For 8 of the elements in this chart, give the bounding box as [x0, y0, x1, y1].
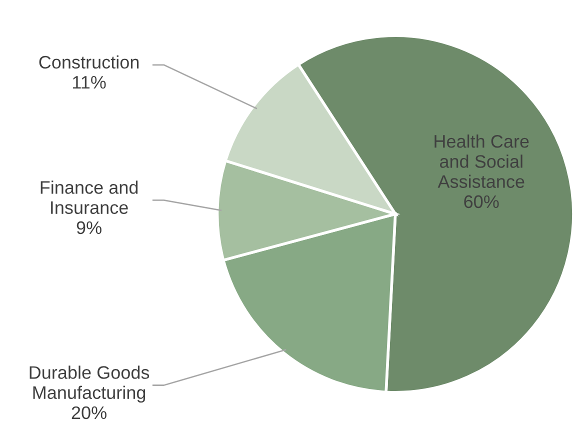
- slice-label: Health Care and Social Assistance: [434, 134, 529, 188]
- slice-label: Construction: [39, 55, 139, 69]
- data-label: 11%: [73, 76, 106, 89]
- slice-label: Finance and Insurance: [40, 180, 138, 214]
- data-label: 9%: [76, 221, 102, 234]
- slice-label: Durable Goods Manufacturing: [30, 366, 150, 403]
- data-label: 60%: [464, 195, 499, 208]
- data-label: 20%: [72, 406, 106, 420]
